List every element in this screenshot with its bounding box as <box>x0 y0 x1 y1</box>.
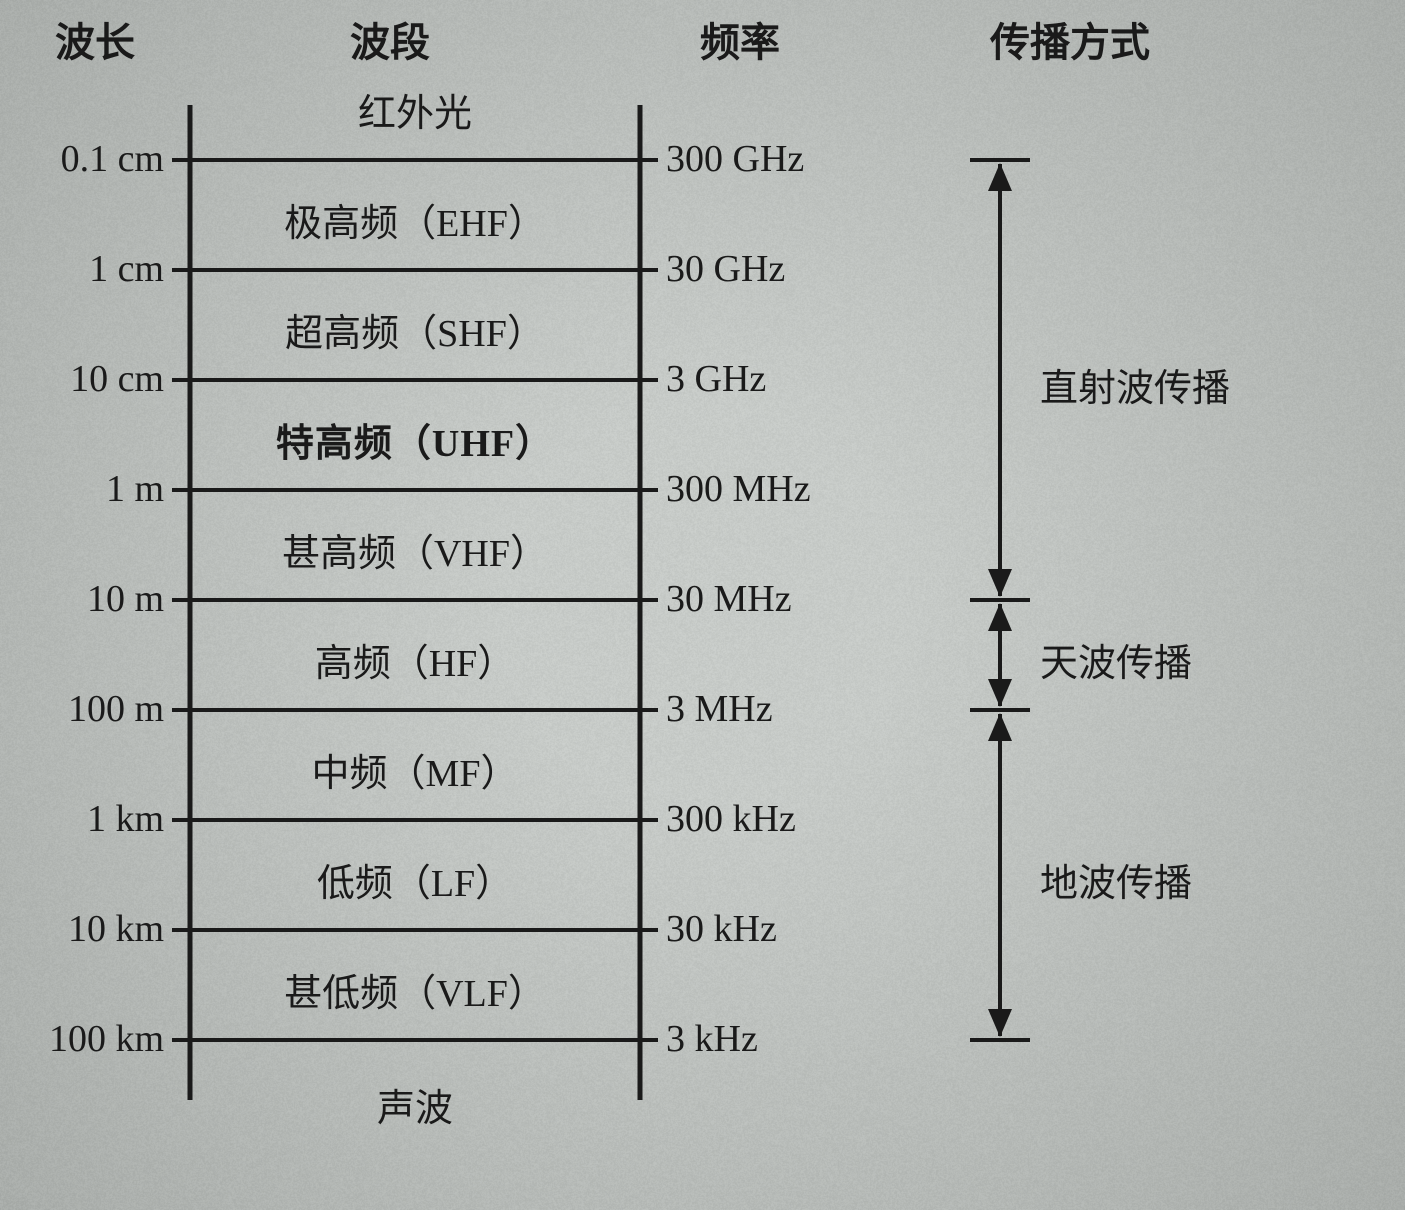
band-label-6: 中频（MF） <box>215 742 615 797</box>
band-label-5: 高频（HF） <box>215 632 615 687</box>
header-frequency: 频率 <box>700 10 780 68</box>
band-label-2: 超高频（SHF） <box>215 302 615 357</box>
wavelength-label-2: 10 cm <box>70 357 164 401</box>
frequency-label-7: 30 kHz <box>666 907 777 951</box>
frequency-label-2: 3 GHz <box>666 357 766 401</box>
band-label-8: 甚低频（VLF） <box>215 962 615 1017</box>
propagation-label-1: 天波传播 <box>1040 632 1192 687</box>
wavelength-label-1: 1 cm <box>89 247 164 291</box>
header-propagation: 传播方式 <box>990 10 1150 68</box>
frequency-label-6: 300 kHz <box>666 797 796 841</box>
band-label-9: 声波 <box>215 1077 615 1132</box>
wavelength-label-0: 0.1 cm <box>61 137 164 181</box>
header-band: 波段 <box>350 10 430 68</box>
band-label-4: 甚高频（VHF） <box>215 522 615 577</box>
band-label-7: 低频（LF） <box>215 852 615 907</box>
frequency-label-3: 300 MHz <box>666 467 811 511</box>
frequency-label-0: 300 GHz <box>666 137 804 181</box>
propagation-label-2: 地波传播 <box>1040 852 1192 907</box>
propagation-label-0: 直射波传播 <box>1040 357 1230 412</box>
diagram-content: 波长 波段 频率 传播方式 0.1 cm 300 GHz 1 cm 30 GHz 10 cm 3 … <box>0 0 1405 1210</box>
wavelength-label-3: 1 m <box>106 467 164 511</box>
band-label-0: 红外光 <box>215 82 615 137</box>
frequency-label-5: 3 MHz <box>666 687 773 731</box>
wavelength-label-6: 1 km <box>87 797 164 841</box>
header-wavelength: 波长 <box>55 10 135 68</box>
frequency-label-4: 30 MHz <box>666 577 792 621</box>
wavelength-label-4: 10 m <box>87 577 164 621</box>
wavelength-label-7: 10 km <box>68 907 164 951</box>
wavelength-label-8: 100 km <box>49 1017 164 1061</box>
band-label-1: 极高频（EHF） <box>215 192 615 247</box>
band-label-3: 特高频（UHF） <box>215 412 615 467</box>
wavelength-label-5: 100 m <box>68 687 164 731</box>
frequency-label-8: 3 kHz <box>666 1017 758 1061</box>
frequency-label-1: 30 GHz <box>666 247 785 291</box>
